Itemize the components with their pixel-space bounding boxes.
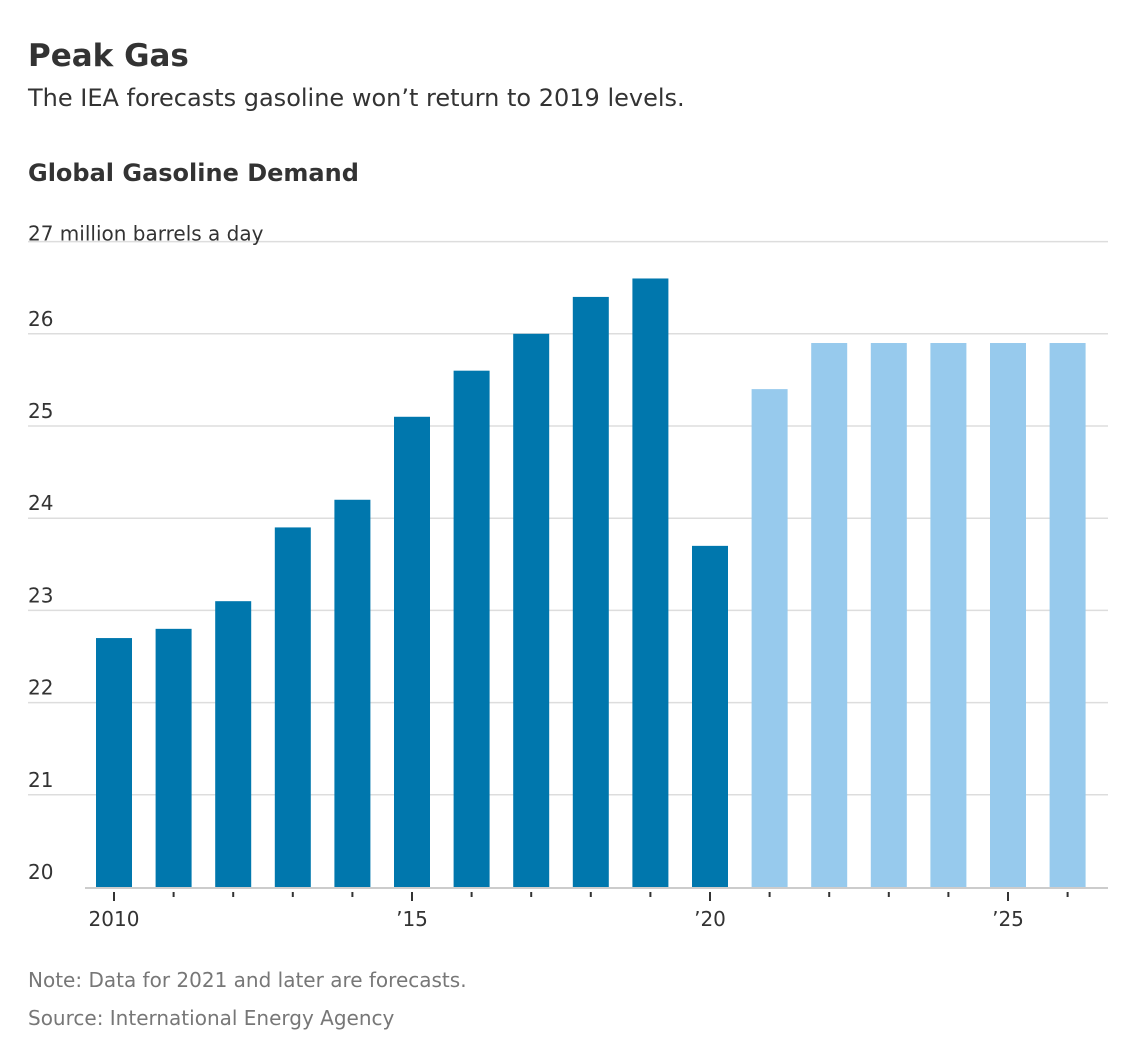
bar-2017 xyxy=(513,333,550,887)
x-tick-label: ’20 xyxy=(694,907,726,931)
chart-heading: Global Gasoline Demand xyxy=(28,159,359,187)
x-tick-label: ’25 xyxy=(992,907,1024,931)
y-tick-label: 20 xyxy=(28,860,53,884)
bar-2011 xyxy=(155,628,192,887)
chart-title: Peak Gas xyxy=(28,38,189,74)
bar-2014 xyxy=(334,499,371,887)
bar-2026 xyxy=(1049,343,1086,887)
unit-label: 27 million barrels a day xyxy=(28,222,264,246)
y-tick-label: 23 xyxy=(28,583,53,607)
bar-2020 xyxy=(692,545,728,887)
chart-source: Source: International Energy Agency xyxy=(28,1006,395,1030)
chart-subtitle: The IEA forecasts gasoline won’t return … xyxy=(28,84,685,112)
bar-2019 xyxy=(632,278,669,888)
bar-2021 xyxy=(751,389,788,887)
y-tick-label: 25 xyxy=(28,399,53,423)
y-tick-label: 21 xyxy=(28,768,53,792)
bar-2012 xyxy=(215,601,252,887)
bar-2016 xyxy=(453,370,490,887)
chart-note: Note: Data for 2021 and later are foreca… xyxy=(28,968,467,992)
bar-2025 xyxy=(990,343,1026,887)
x-tick-label: ’15 xyxy=(396,907,428,931)
bar-2015 xyxy=(394,416,430,887)
bar-chart: 20 21 22 23 24 25 26 27 million barrels a day 20… xyxy=(28,222,1108,931)
bar-2022 xyxy=(811,343,848,887)
y-tick-label: 26 xyxy=(28,307,53,331)
bar-2013 xyxy=(274,527,311,887)
bar-2010 xyxy=(96,638,132,887)
y-tick-label: 22 xyxy=(28,676,53,700)
bar-2018 xyxy=(572,296,609,887)
y-tick-label: 24 xyxy=(28,491,53,515)
x-tick-label: 2010 xyxy=(89,907,140,931)
bar-2024 xyxy=(930,343,967,887)
bar-2023 xyxy=(870,343,907,887)
